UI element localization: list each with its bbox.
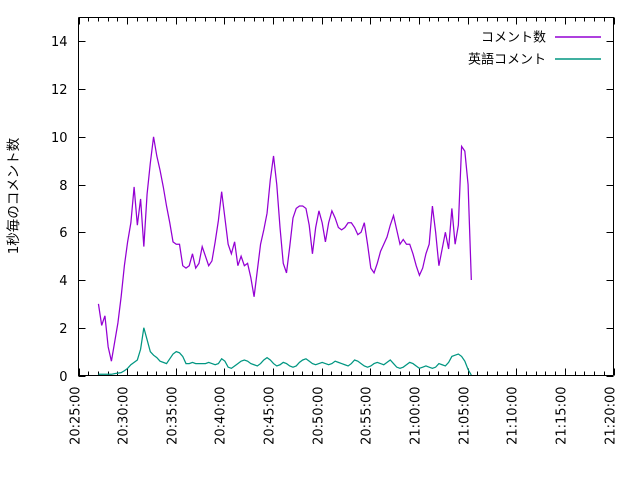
x-tick-label: 21:15:00: [555, 387, 570, 445]
frame-top-right: [78, 16, 615, 376]
x-tick-label: 20:35:00: [166, 387, 181, 445]
y-axis-title: 1秒毎のコメント数: [6, 137, 22, 254]
y-tick-label: 0: [59, 370, 67, 385]
axis-lines: [77, 17, 614, 377]
x-tick-label: 21:05:00: [458, 387, 473, 445]
y-axis-ticks: 0 2 4 6 8 10 12 14: [51, 35, 614, 385]
x-tick-label: 21:00:00: [409, 387, 424, 445]
series-line-2: [98, 327, 472, 376]
x-axis-ticks: 20:25:00 20:30:00 20:35:00 20:40:00 20:45:00…: [69, 17, 619, 445]
y-tick-label: 14: [51, 35, 68, 50]
legend-label-1: コメント数: [481, 31, 546, 46]
data-series-group: [97, 136, 472, 376]
y-tick-label: 8: [59, 179, 67, 194]
legend-label-2: 英語コメント: [468, 52, 546, 68]
y-tick-label: 10: [51, 131, 68, 146]
x-tick-label: 20:50:00: [312, 387, 327, 445]
x-tick-label: 21:20:00: [604, 387, 619, 445]
x-tick-label: 20:45:00: [263, 387, 278, 445]
y-tick-label: 2: [59, 322, 67, 337]
y-tick-label: 12: [51, 83, 68, 98]
x-tick-label: 21:10:00: [506, 387, 521, 445]
y-axis-title-text: 1秒毎のコメント数: [6, 137, 22, 254]
y-tick-label: 6: [59, 226, 67, 241]
x-tick-label: 20:40:00: [214, 387, 229, 445]
x-tick-label: 20:25:00: [69, 387, 84, 445]
x-tick-label: 20:55:00: [360, 387, 375, 445]
x-tick-label: 20:30:00: [117, 387, 132, 445]
series-line-1: [97, 136, 472, 362]
plot-frame: [77, 16, 615, 377]
y-tick-label: 4: [59, 274, 67, 289]
